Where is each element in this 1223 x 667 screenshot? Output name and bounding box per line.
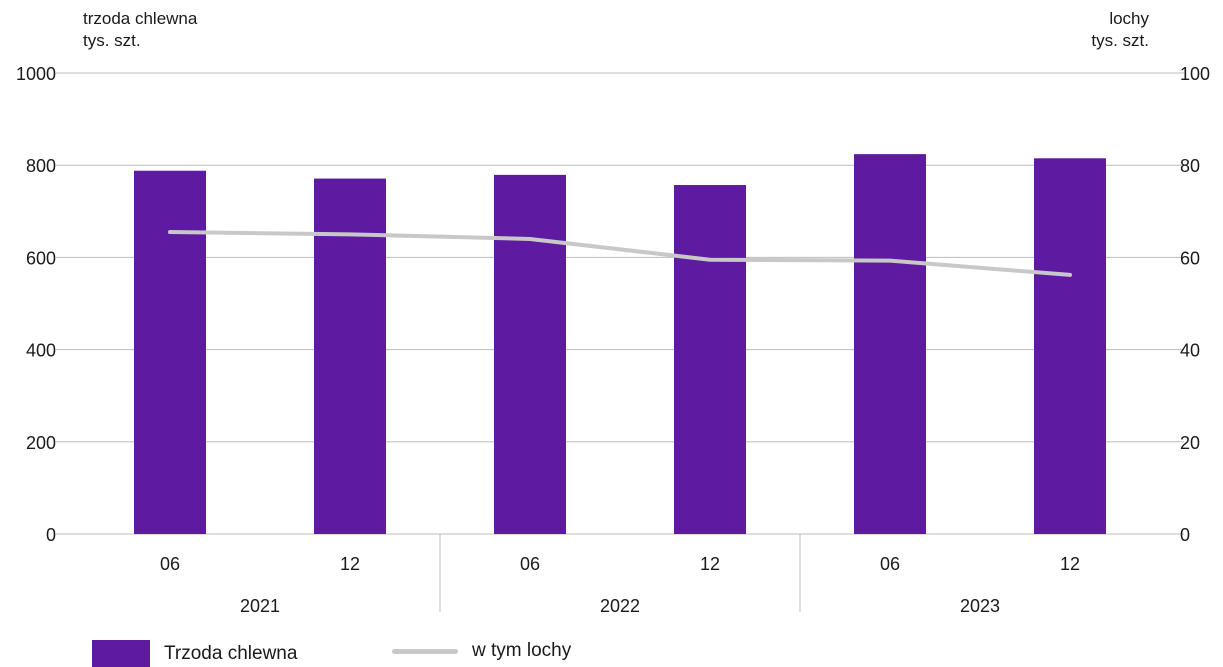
left-tick-label: 0: [46, 525, 56, 545]
bar: [314, 178, 386, 534]
left-axis-title-line1: trzoda chlewna: [83, 9, 198, 28]
right-tick-label: 0: [1180, 525, 1190, 545]
right-tick-label: 20: [1180, 433, 1200, 453]
right-tick-label: 40: [1180, 341, 1200, 361]
category-label: 12: [700, 554, 720, 574]
left-axis-title: trzoda chlewna tys. szt.: [83, 8, 197, 52]
bar: [134, 170, 206, 534]
right-axis-title-line1: lochy: [1109, 9, 1149, 28]
legend-item-line: w tym lochy: [392, 640, 571, 662]
bar: [1034, 158, 1106, 534]
category-label: 12: [1060, 554, 1080, 574]
category-label: 06: [880, 554, 900, 574]
category-label: 06: [160, 554, 180, 574]
left-tick-label: 600: [26, 248, 56, 268]
year-label: 2023: [960, 596, 1000, 616]
legend-label-line: w tym lochy: [472, 640, 572, 661]
bar: [674, 185, 746, 534]
legend-swatch-bars: [92, 640, 150, 667]
legend-item-bars: Trzoda chlewna: [92, 640, 297, 667]
right-axis-title: lochy tys. szt.: [1091, 8, 1149, 52]
right-tick-label: 80: [1180, 156, 1200, 176]
left-tick-label: 1000: [16, 64, 56, 84]
legend: Trzoda chlewna w tym lochy: [0, 640, 1223, 667]
category-label: 12: [340, 554, 360, 574]
right-tick-label: 100: [1180, 64, 1210, 84]
right-tick-label: 60: [1180, 248, 1200, 268]
left-tick-label: 400: [26, 341, 56, 361]
year-label: 2021: [240, 596, 280, 616]
right-axis-title-line2: tys. szt.: [1091, 31, 1149, 50]
category-label: 06: [520, 554, 540, 574]
left-tick-label: 800: [26, 156, 56, 176]
line-series: [168, 230, 1072, 277]
combo-chart: 0 0 200 20 400 40 600 60 800 80 1000 100 06 12 06 12 06 1…: [16, 64, 1210, 616]
bar: [854, 154, 926, 535]
year-label: 2022: [600, 596, 640, 616]
left-tick-label: 200: [26, 433, 56, 453]
legend-swatch-line: [392, 648, 458, 654]
left-axis-title-line2: tys. szt.: [83, 31, 141, 50]
bar: [494, 174, 566, 535]
legend-label-bars: Trzoda chlewna: [164, 642, 298, 664]
